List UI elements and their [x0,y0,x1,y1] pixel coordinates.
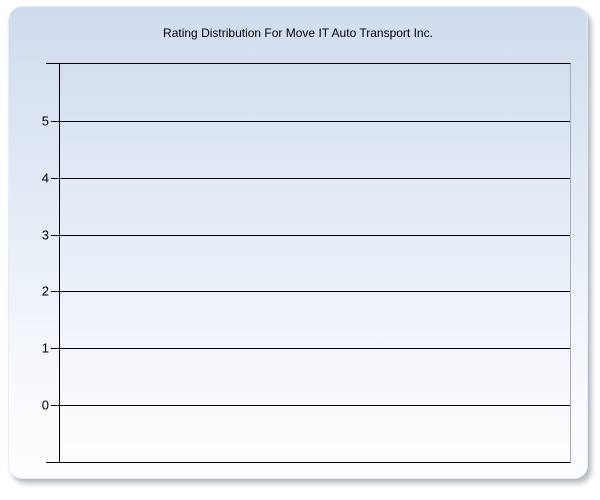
y-axis-label-1: 1 [41,340,49,356]
y-axis-tick-4 [51,177,59,179]
y-axis-tick-1 [51,348,59,350]
gridline-y-3 [60,234,570,236]
y-axis-tick-0 [51,405,59,407]
chart-title: Rating Distribution For Move IT Auto Tra… [163,26,433,40]
y-axis-tick-3 [51,234,59,236]
gridline-y-5 [60,120,570,122]
y-axis-tick-2 [51,291,59,293]
y-axis-end-tick-bottom [46,462,59,463]
plot-area: 5 4 3 2 1 0 [42,63,571,463]
y-axis-label-0: 0 [41,397,49,413]
y-axis-end-tick-top [46,63,59,64]
y-axis-label-3: 3 [41,227,49,243]
gridline-y-1 [60,348,570,350]
gridline-y-2 [60,291,570,293]
gridline-y-4 [60,177,570,179]
chart-panel: Rating Distribution For Move IT Auto Tra… [8,6,588,479]
y-axis-label-4: 4 [41,170,49,186]
y-axis-label-5: 5 [41,113,49,129]
y-axis-label-2: 2 [41,283,49,299]
gridline-y-0 [60,405,570,407]
y-axis-tick-5 [51,120,59,122]
